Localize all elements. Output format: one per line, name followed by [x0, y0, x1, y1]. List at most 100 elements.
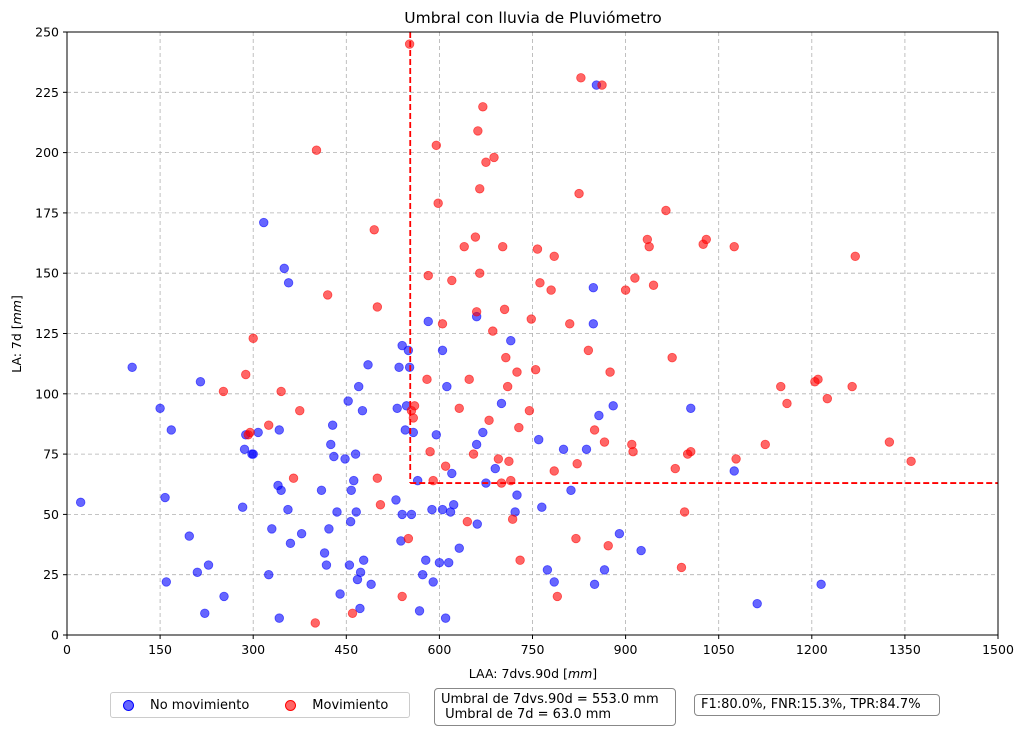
legend-label-movimiento: Movimiento [312, 697, 389, 713]
point-no-movimiento [283, 278, 294, 288]
point-movimiento [493, 454, 504, 464]
point-no-movimiento [253, 427, 263, 438]
point-no-movimiento [75, 497, 86, 508]
point-no-movimiento [394, 362, 404, 372]
point-movimiento [546, 285, 556, 295]
point-no-movimiento [324, 524, 334, 534]
point-movimiento [464, 374, 474, 385]
point-movimiento [686, 446, 696, 457]
point-movimiento [470, 232, 481, 242]
point-no-movimiento [614, 528, 625, 539]
point-movimiento [423, 270, 433, 281]
point-movimiento [760, 439, 770, 450]
point-movimiento [583, 345, 594, 356]
y-axis-ticks: 0 25 50 75 100 125 150 175 200 225 250 [35, 25, 67, 643]
point-no-movimiento [192, 567, 203, 577]
point-no-movimiento [366, 579, 376, 590]
point-movimiento [847, 381, 857, 392]
y-tick-label: 0 [51, 628, 59, 643]
y-tick-label: 75 [43, 447, 59, 462]
point-no-movimiento [417, 570, 428, 580]
point-movimiento [574, 188, 584, 199]
point-no-movimiento [239, 444, 250, 454]
point-no-movimiento [589, 579, 600, 590]
point-movimiento [549, 251, 559, 262]
point-movimiento [447, 275, 457, 286]
point-no-movimiento [472, 519, 482, 529]
point-no-movimiento [558, 444, 569, 454]
x-tick-label: 600 [427, 642, 451, 657]
point-movimiento [241, 369, 251, 380]
point-no-movimiento [397, 340, 407, 351]
x-tick-label: 900 [614, 642, 638, 657]
point-movimiento [440, 461, 451, 471]
point-no-movimiento [319, 548, 330, 558]
point-no-movimiento [434, 557, 445, 568]
x-tick-label: 1500 [982, 642, 1014, 657]
point-no-movimiento [161, 577, 172, 587]
point-no-movimiento [392, 403, 402, 413]
point-movimiento [403, 533, 414, 544]
point-movimiento [372, 302, 383, 312]
point-movimiento [295, 405, 305, 416]
point-movimiento [813, 374, 823, 385]
point-no-movimiento [335, 589, 345, 599]
point-no-movimiento [184, 531, 194, 541]
point-no-movimiento [166, 425, 176, 435]
point-no-movimiento [534, 434, 544, 445]
point-movimiento [264, 420, 274, 430]
point-movimiento [488, 326, 498, 336]
y-tick-label: 225 [35, 85, 59, 100]
point-movimiento [603, 541, 613, 551]
point-no-movimiento [274, 425, 284, 435]
point-no-movimiento [248, 449, 258, 459]
point-movimiento [498, 241, 508, 252]
x-tick-label: 1350 [889, 642, 921, 657]
point-movimiento [369, 225, 379, 235]
point-no-movimiento [219, 591, 229, 602]
point-no-movimiento [355, 603, 365, 614]
chart-title: Umbral con lluvia de Pluviómetro [404, 9, 661, 27]
point-movimiento [475, 268, 485, 278]
legend-marker-blue [123, 699, 134, 711]
point-no-movimiento [357, 405, 368, 416]
legend-item-movimiento: Movimiento [285, 698, 388, 713]
y-tick-label: 150 [35, 266, 59, 281]
y-axis-label: LA: 7d [mm] [9, 295, 24, 373]
point-movimiento [484, 415, 494, 426]
point-movimiento [526, 314, 536, 324]
point-no-movimiento [471, 439, 482, 450]
x-tick-label: 150 [148, 642, 172, 657]
point-movimiento [507, 514, 518, 524]
point-no-movimiento [599, 565, 610, 575]
point-movimiento [322, 290, 333, 300]
point-movimiento [884, 437, 895, 447]
point-movimiento [782, 398, 792, 409]
legend: No movimiento Movimiento [110, 692, 410, 718]
point-movimiento [245, 427, 255, 438]
point-movimiento [535, 278, 545, 288]
point-movimiento [248, 333, 258, 344]
point-no-movimiento [259, 217, 269, 228]
metrics-annotation: F1:80.0%, FNR:15.3%, TPR:84.7% [694, 694, 940, 716]
point-movimiento [597, 80, 607, 90]
point-no-movimiento [447, 468, 457, 479]
point-no-movimiento [237, 502, 248, 512]
point-movimiento [437, 319, 448, 329]
point-no-movimiento [448, 500, 459, 510]
point-movimiento [433, 198, 443, 208]
point-no-movimiento [343, 396, 353, 406]
point-movimiento [481, 157, 491, 167]
point-no-movimiento [327, 420, 338, 430]
legend-item-no-movimiento: No movimiento [123, 698, 249, 713]
point-no-movimiento [636, 545, 646, 556]
legend-marker-red [285, 699, 297, 711]
point-movimiento [512, 367, 522, 377]
point-no-movimiento [391, 495, 401, 505]
point-movimiento [549, 466, 559, 476]
y-tick-label: 100 [35, 386, 59, 401]
point-movimiento [576, 73, 586, 83]
point-no-movimiento [329, 451, 339, 462]
x-axis-label: LAA: 7dvs.90d [mm] [469, 666, 597, 681]
